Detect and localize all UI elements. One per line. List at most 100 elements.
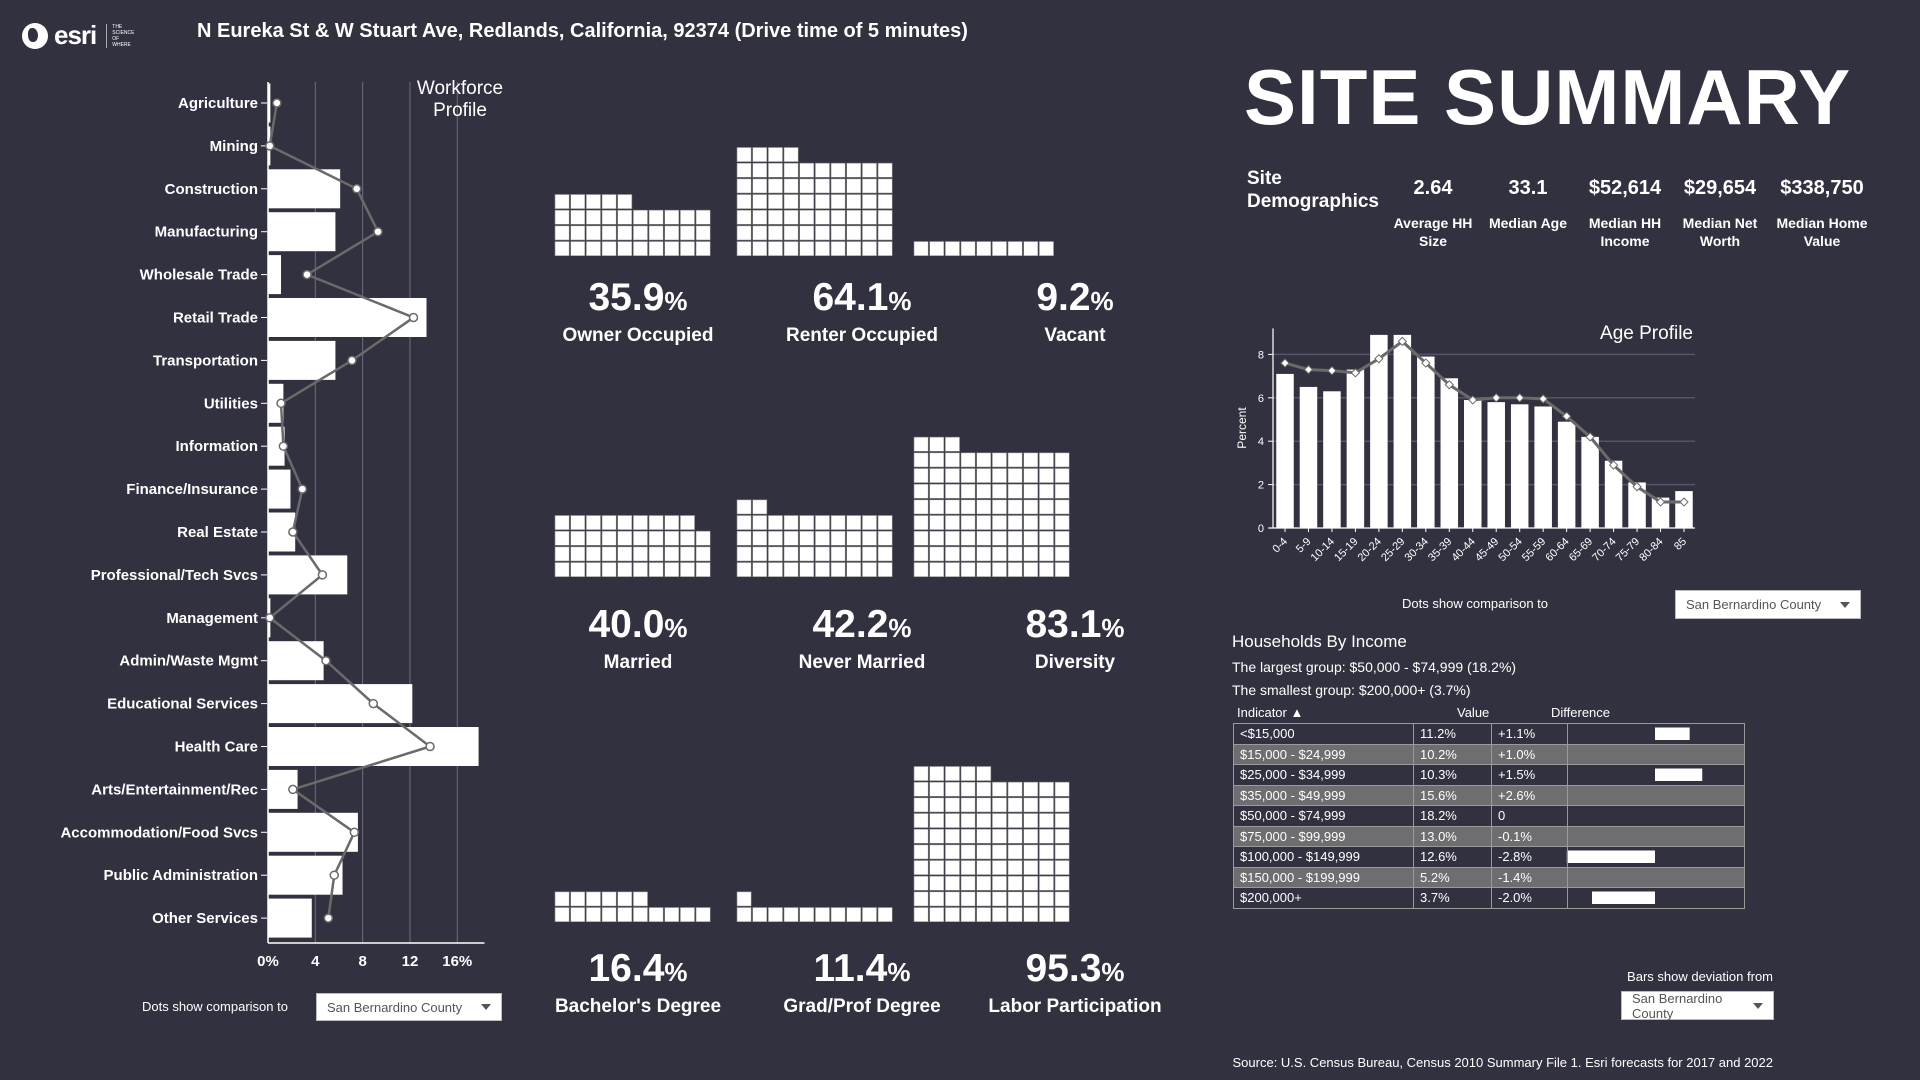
demographic-value: $29,654 — [1683, 177, 1757, 199]
waffle-cell — [960, 781, 976, 797]
x-tick-label: 4 — [311, 953, 320, 970]
age-profile-title: Age Profile — [1600, 323, 1693, 344]
waffle-cell — [976, 766, 992, 781]
waffle-cell — [736, 194, 752, 209]
category-label: Information — [176, 438, 259, 455]
table-row: $25,000 - $34,999 10.3% +1.5% — [1233, 764, 1745, 786]
metric-label: Bachelor's Degree — [554, 996, 722, 1017]
waffle-cell — [601, 530, 617, 546]
waffle-cell — [768, 225, 783, 241]
waffle-cell — [913, 515, 929, 530]
waffle-cell — [830, 241, 846, 256]
cell-indicator: $75,000 - $99,999 — [1233, 825, 1414, 847]
category-label: Wholesale Trade — [140, 267, 258, 284]
metric-married: 40.0% Married — [533, 603, 743, 674]
waffle-cell — [1039, 797, 1054, 813]
waffle-cell — [862, 178, 877, 194]
comparison-dot — [272, 98, 282, 108]
comparison-dot — [1585, 432, 1595, 442]
cell-difference: -0.1% — [1491, 825, 1568, 847]
waffle-cell — [846, 562, 862, 577]
category-label: Manufacturing — [155, 224, 258, 241]
metric-renter-occupied: 64.1% Renter Occupied — [757, 276, 967, 347]
waffle-cell — [960, 891, 976, 907]
comparison-dot — [351, 184, 362, 194]
workforce-compare-dropdown[interactable]: San Bernardino County — [316, 993, 502, 1021]
waffle-cell — [992, 562, 1007, 577]
waffle-cell — [945, 546, 960, 562]
category-label: Retail Trade — [173, 310, 258, 327]
cell-deviation-bar — [1567, 887, 1745, 909]
bar-age-35-39 — [1440, 378, 1459, 528]
waffle-cell — [877, 907, 893, 922]
waffle-cell — [929, 797, 945, 813]
waffle-cell — [929, 468, 945, 483]
waffle-cell — [1007, 860, 1023, 875]
table-row: $15,000 - $24,999 10.2% +1.0% — [1233, 743, 1745, 765]
workforce-title: Workforce Profile — [416, 78, 504, 121]
bar-age-0-4 — [1276, 373, 1294, 528]
x-tick-label: 8 — [358, 953, 366, 970]
bar-age-15-19 — [1346, 369, 1365, 528]
demographic-median-home-value: $338,750 Median Home Value — [1772, 166, 1872, 250]
logo-wordmark: esri — [54, 20, 97, 50]
waffle-cell — [960, 499, 976, 515]
waffle-cell — [664, 546, 680, 562]
metric-label: Diversity — [1034, 652, 1116, 673]
dropdown-value: San Bernardino County — [327, 999, 463, 1015]
waffle-cell — [945, 766, 960, 781]
waffle-cell — [960, 875, 976, 891]
cell-deviation-bar — [1567, 846, 1745, 868]
chevron-down-icon — [481, 1004, 491, 1010]
table-row: $75,000 - $99,999 13.0% -0.1% — [1233, 825, 1745, 847]
age-compare-dropdown[interactable]: San Bernardino County — [1675, 590, 1861, 619]
waffle-cell — [554, 907, 570, 922]
bar-age-40-44 — [1464, 399, 1482, 528]
waffle-cell — [960, 241, 976, 256]
waffle-cell — [554, 194, 570, 209]
x-tick-label: 70-74 — [1590, 536, 1618, 564]
bar-age-45-49 — [1487, 402, 1505, 528]
waffle-cell — [976, 844, 992, 860]
source-note: Source: U.S. Census Bureau, Census 2010 … — [1232, 1055, 1774, 1070]
waffle-cell — [1023, 860, 1039, 875]
waffle-cell — [992, 781, 1007, 797]
demographic-median-net-worth: $29,654 Median Net Worth — [1670, 166, 1770, 250]
waffle-cell — [648, 546, 664, 562]
waffle-vacant — [913, 241, 1054, 256]
cell-difference: -2.0% — [1491, 887, 1568, 909]
income-compare-dropdown[interactable]: San Bernardino County — [1621, 990, 1774, 1021]
column-header-value[interactable]: Value — [1457, 705, 1490, 720]
waffle-cell — [736, 530, 752, 546]
waffle-cell — [976, 891, 992, 907]
waffle-cell — [1007, 515, 1023, 530]
waffle-cell — [695, 907, 711, 922]
waffle-cell — [554, 562, 570, 577]
metric-unit: % — [888, 286, 912, 316]
cell-difference: +1.0% — [1491, 743, 1568, 765]
bar-age-80-84 — [1651, 497, 1670, 528]
globe-icon — [22, 22, 48, 49]
waffle-cell — [664, 562, 680, 577]
column-header-indicator[interactable]: Indicator ▲ — [1237, 705, 1304, 720]
waffle-cell — [752, 562, 768, 577]
waffle-cell — [601, 891, 617, 907]
comparison-dot — [1444, 380, 1454, 390]
waffle-cell — [976, 813, 992, 828]
waffle-cell — [783, 147, 799, 162]
waffle-cell — [913, 813, 929, 828]
comparison-dot — [425, 741, 435, 752]
dropdown-value: San Bernardino County — [1632, 990, 1723, 1021]
waffle-cell — [586, 891, 601, 907]
waffle-cell — [929, 766, 945, 781]
waffle-cell — [862, 562, 877, 577]
column-header-difference[interactable]: Difference — [1551, 705, 1611, 720]
metric-label: Owner Occupied — [562, 325, 714, 346]
waffle-cell — [945, 891, 960, 907]
cell-deviation-bar — [1567, 866, 1745, 888]
comparison-dot — [278, 441, 289, 451]
waffle-cell — [752, 209, 768, 225]
waffle-cell — [846, 194, 862, 209]
waffle-cell — [783, 515, 799, 530]
waffle-cell — [633, 907, 648, 922]
